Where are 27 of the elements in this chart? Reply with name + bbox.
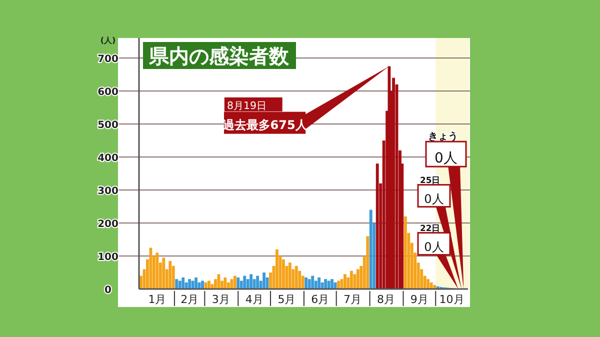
x-tick-label: 6月 bbox=[311, 293, 330, 306]
chart-title: 県内の感染者数 bbox=[148, 44, 290, 68]
y-tick-label: 400 bbox=[98, 153, 118, 164]
y-tick-label: 100 bbox=[98, 252, 118, 263]
x-tick-label: 3月 bbox=[212, 293, 230, 306]
x-tick-label: 8月 bbox=[376, 293, 395, 306]
y-tick-label: 700 bbox=[98, 54, 118, 65]
annotation: きょう bbox=[428, 132, 458, 143]
x-tick-label: 4月 bbox=[245, 293, 264, 306]
y-tick-label: 600 bbox=[98, 87, 118, 98]
y-tick-label: 500 bbox=[98, 120, 118, 131]
y-tick-label: 300 bbox=[98, 186, 118, 197]
annotation: 0人 bbox=[424, 240, 444, 254]
x-tick-label: 5月 bbox=[278, 293, 296, 306]
x-tick-label: 1月 bbox=[148, 293, 166, 306]
annotation: 0人 bbox=[434, 150, 458, 167]
annotation: 22日 bbox=[420, 222, 440, 233]
x-tick-label: 7月 bbox=[344, 293, 362, 306]
y-tick-label: 0 bbox=[104, 285, 112, 296]
y-axis-title: (人) bbox=[100, 36, 116, 45]
annotation: 25日 bbox=[420, 174, 440, 185]
y-tick-label: 200 bbox=[98, 219, 118, 230]
x-tick-label: 9月 bbox=[410, 293, 428, 306]
x-tick-label: 2月 bbox=[180, 293, 199, 306]
annotation: 0人 bbox=[424, 192, 444, 206]
annotation: 8月19日 bbox=[227, 100, 266, 112]
x-tick-label: 10月 bbox=[439, 293, 464, 306]
